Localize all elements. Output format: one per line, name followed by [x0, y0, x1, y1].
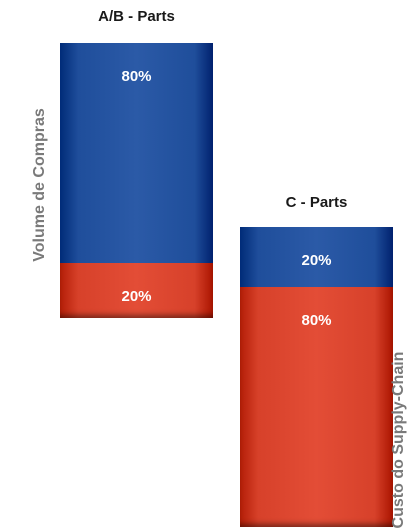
y-axis-label-volume: Volume de Compras [31, 108, 48, 262]
segment-value-label: 20% [301, 252, 332, 269]
bar-segment-ab-blue [60, 43, 213, 263]
chart-title-c-parts: C - Parts [285, 194, 348, 211]
segment-value-label: 80% [121, 68, 152, 85]
bar-segment-c-blue [240, 227, 393, 287]
segment-value-label: 80% [301, 312, 332, 329]
bar-segment-c-red [240, 287, 393, 527]
y-axis-label-supply-chain: Custo do Supply-Chain [390, 351, 407, 529]
chart-title-ab-parts: A/B - Parts [98, 8, 175, 25]
bar-segment-ab-red [60, 263, 213, 318]
segment-value-label: 20% [121, 288, 152, 305]
